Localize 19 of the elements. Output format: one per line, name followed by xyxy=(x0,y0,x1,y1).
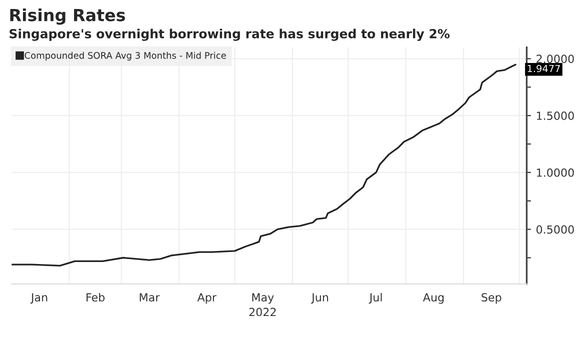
y-tick-label: 2.0000 xyxy=(536,54,574,64)
y-tick-label: 0.5000 xyxy=(536,225,574,234)
chart-subtitle: Singapore's overnight borrowing rate has surged to nearly 2% xyxy=(10,28,450,41)
y-tick-label: 1.0000 xyxy=(536,168,574,177)
x-tick-label: May xyxy=(252,293,274,304)
x-tick-label: Apr xyxy=(197,293,216,304)
x-tick-label: Feb xyxy=(86,292,105,302)
x-tick-label: Jun xyxy=(311,293,328,304)
x-tick-label: Jul xyxy=(368,292,382,304)
chart-title: Rising Rates xyxy=(10,8,125,25)
x-axis-title: 2022 xyxy=(249,308,276,316)
annotation: 1.9477 xyxy=(528,64,560,72)
x-tick-label: Jan xyxy=(30,293,48,304)
line-series xyxy=(12,64,516,267)
y-tick-label: 1.5000 xyxy=(536,112,574,120)
x-tick-label: Sep xyxy=(482,293,502,304)
x-tick-label: Aug xyxy=(422,293,444,304)
x-tick-label: Mar xyxy=(140,293,160,302)
legend-label: Compounded SORA Avg 3 Months - Mid Price xyxy=(24,52,226,61)
